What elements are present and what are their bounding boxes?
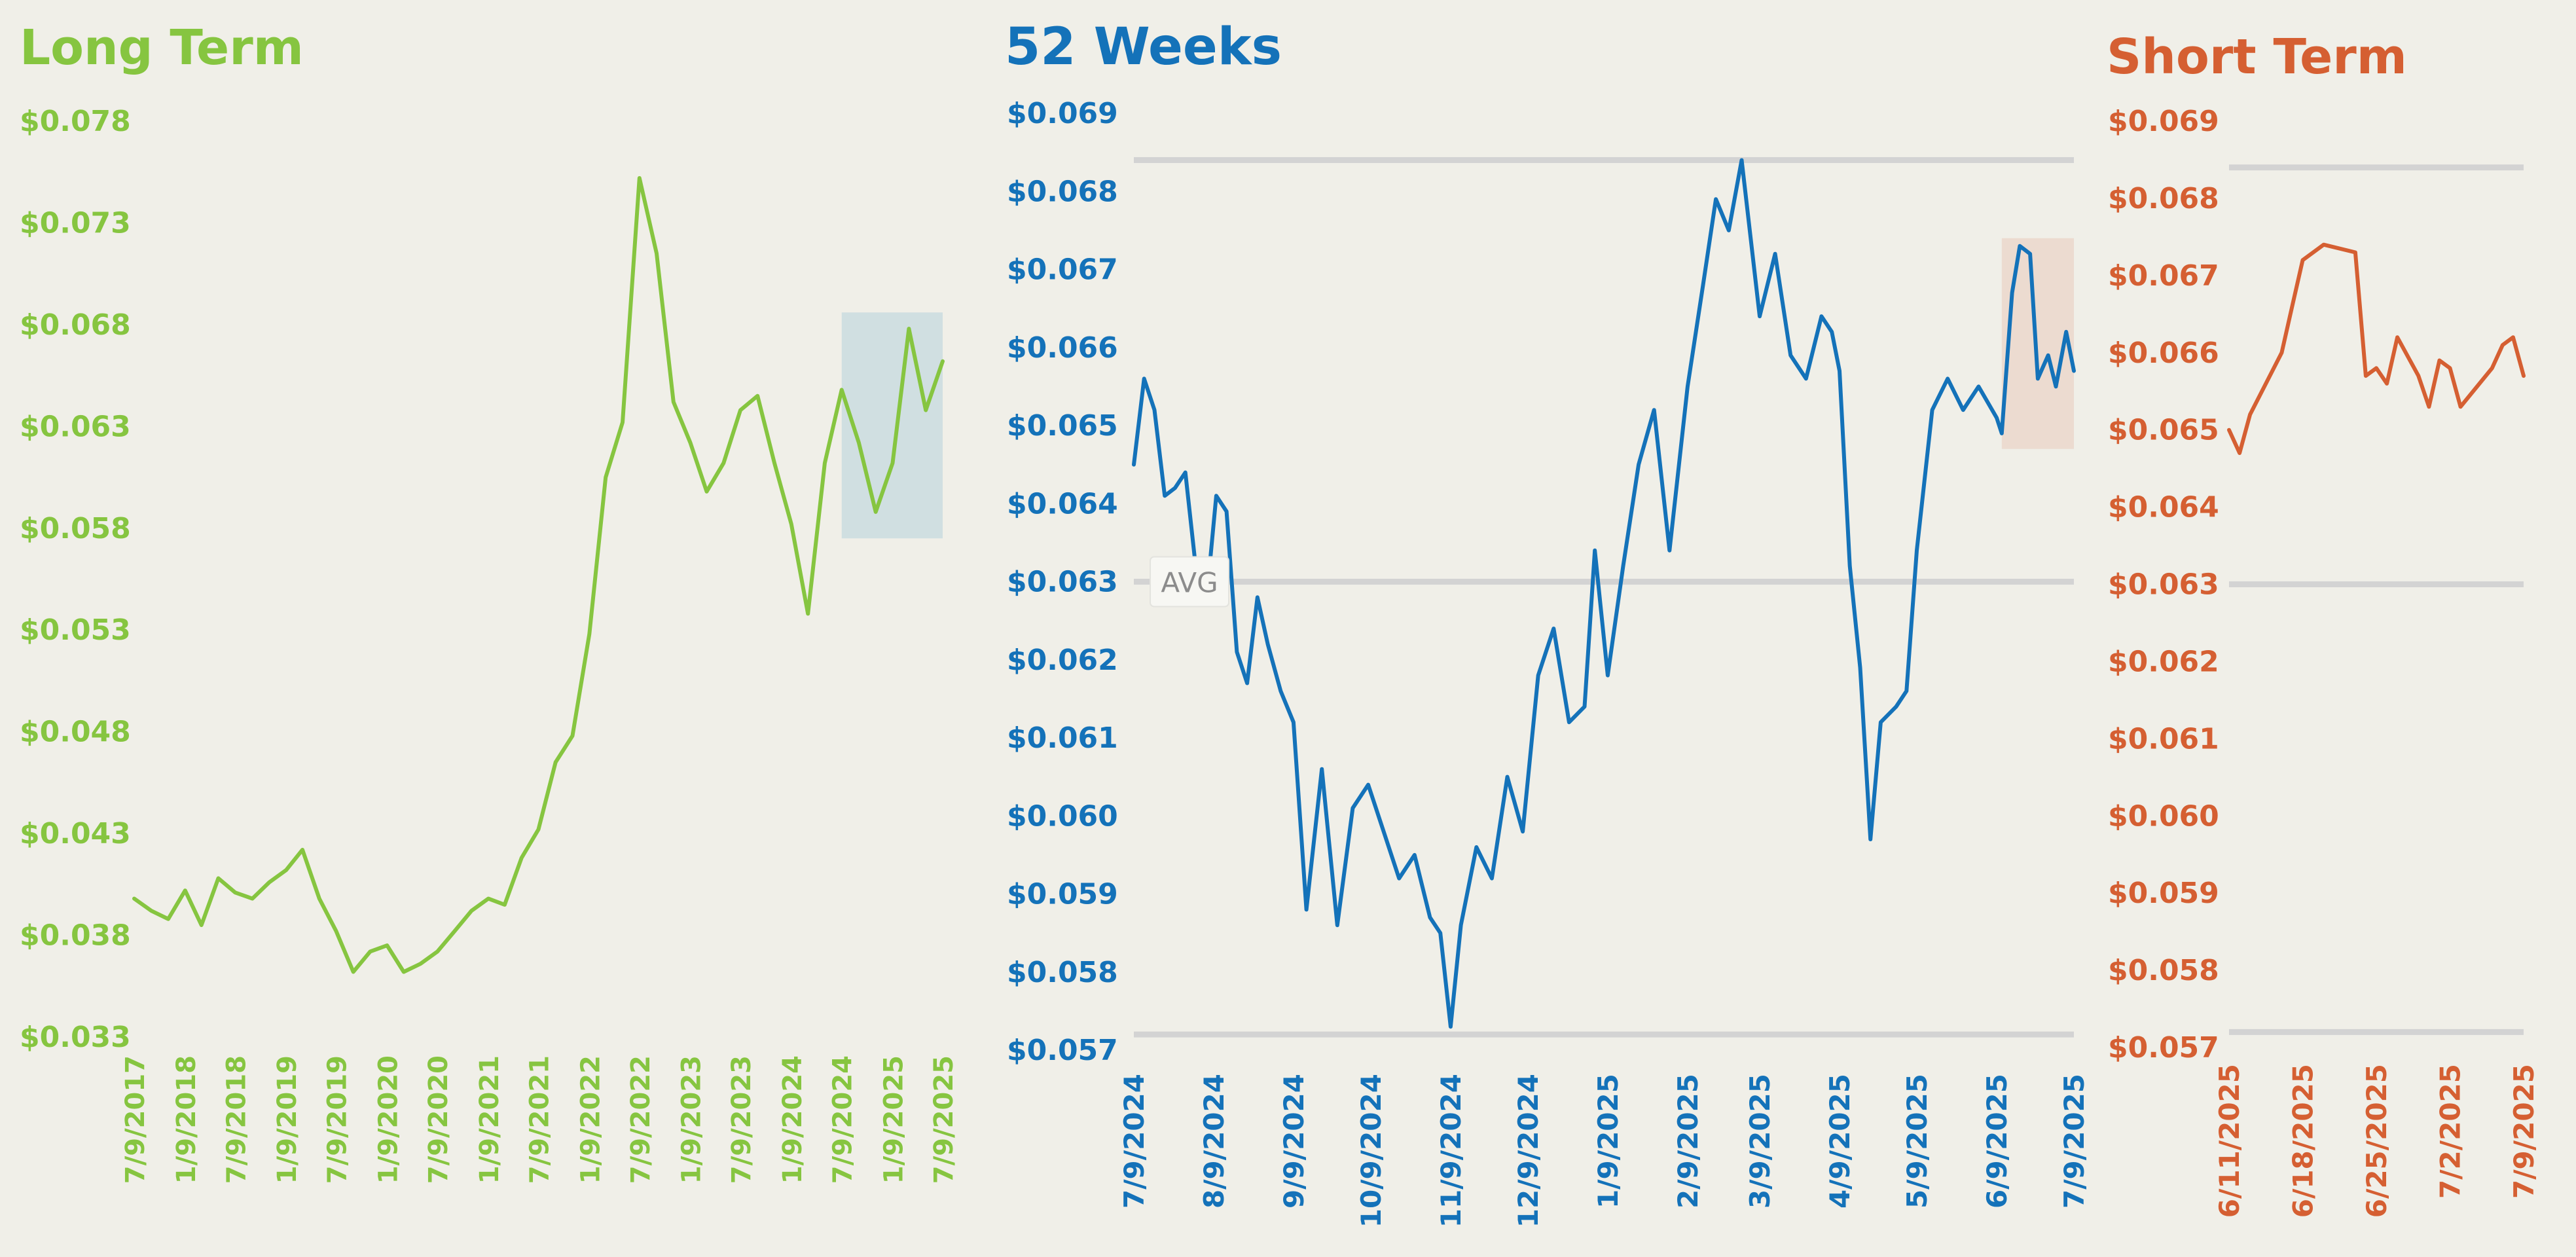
short-term-x-tick-label: 6/25/2025	[2361, 1064, 2393, 1218]
long-term-y-tick-label: $0.053	[20, 613, 131, 647]
52-weeks-x-tick-label: 7/9/2025	[2058, 1074, 2090, 1209]
long-term-x-tick-label: 7/9/2020	[424, 1055, 454, 1184]
short-term-y-tick-label: $0.063	[2108, 568, 2219, 602]
panel-background-short	[2101, 0, 2576, 1254]
52-weeks-x-tick-label: 4/9/2025	[1824, 1074, 1856, 1209]
52-weeks-x-tick-label: 6/9/2025	[1981, 1074, 2013, 1209]
short-term-y-tick-label: $0.061	[2108, 722, 2219, 756]
52-weeks-y-tick-label: $0.057	[1007, 1034, 1118, 1067]
52-weeks-x-tick-label: 3/9/2025	[1744, 1074, 1776, 1209]
panel-background-long	[0, 0, 989, 1254]
52-weeks-x-tick-label: 2/9/2025	[1672, 1074, 1704, 1209]
long-term-x-tick-label: 1/9/2023	[677, 1055, 707, 1184]
short-term-y-tick-label: $0.062	[2108, 645, 2219, 678]
short-term-y-tick-label: $0.064	[2108, 491, 2219, 524]
short-term-y-tick-label: $0.057	[2108, 1031, 2219, 1065]
long-term-y-tick-label: $0.073	[20, 206, 131, 240]
52-weeks-x-tick-label: 8/9/2024	[1198, 1074, 1230, 1209]
52-weeks-y-tick-label: $0.064	[1007, 487, 1118, 520]
52-weeks-x-tick-label: 11/9/2024	[1435, 1074, 1467, 1228]
52-weeks-y-tick-label: $0.065	[1007, 409, 1118, 443]
52-weeks-series-line	[1132, 158, 2076, 1029]
52-weeks-y-tick-label: $0.066	[1007, 331, 1118, 365]
long-term-chart: Long Term $0.078 $0.073 $0.068 $0.063 $0.058 $…	[20, 20, 959, 1184]
52-weeks-y-tick-label: $0.058	[1007, 956, 1118, 989]
short-term-y-tick-label: $0.066	[2108, 337, 2219, 370]
long-term-x-tick-label: 7/9/2021	[525, 1055, 555, 1184]
long-term-y-tick-label: $0.068	[20, 308, 131, 342]
short-term-x-tick-label: 6/18/2025	[2287, 1064, 2319, 1218]
short-term-y-tick-label: $0.060	[2108, 799, 2219, 833]
long-term-y-tick-label: $0.063	[20, 410, 131, 443]
long-term-x-tick-label: 1/9/2019	[272, 1055, 302, 1184]
52-weeks-y-tick-label: $0.068	[1007, 175, 1118, 208]
52-weeks-y-tick-label: $0.063	[1007, 566, 1118, 599]
52-weeks-x-tick-label: 7/9/2024	[1118, 1074, 1150, 1209]
long-term-x-tick-label: 1/9/2025	[879, 1055, 909, 1184]
short-term-y-tick-label: $0.059	[2108, 877, 2219, 910]
short-term-chart: Short Term $0.069 $0.068 $0.067 $0.066 $0.065…	[2107, 29, 2540, 1218]
52-weeks-avg-label-box	[1150, 556, 1229, 608]
long-term-x-tick-label: 1/9/2020	[373, 1055, 403, 1184]
short-term-series-line	[2227, 242, 2526, 455]
long-term-y-tick-label: $0.043	[20, 817, 131, 850]
long-term-y-tick-label: $0.038	[20, 919, 131, 953]
52-weeks-y-tick-label: $0.061	[1007, 721, 1118, 755]
long-term-series-line	[132, 176, 945, 974]
52-weeks-x-tick-label: 12/9/2024	[1512, 1074, 1544, 1228]
long-term-x-tick-label: 7/9/2024	[828, 1055, 858, 1184]
52-weeks-title: 52 Weeks	[1005, 18, 1282, 77]
52-weeks-x-tick-label: 9/9/2024	[1278, 1074, 1310, 1209]
short-term-title: Short Term	[2107, 29, 2407, 85]
52-weeks-x-tick-label: 1/9/2025	[1592, 1074, 1624, 1209]
52-weeks-y-tick-label: $0.062	[1007, 644, 1118, 677]
long-term-x-tick-label: 7/9/2017	[120, 1055, 151, 1184]
short-term-y-tick-label: $0.068	[2108, 182, 2219, 215]
52-weeks-y-tick-label: $0.067	[1007, 253, 1118, 287]
long-term-highlight-region	[841, 312, 943, 539]
long-term-x-tick-label: 1/9/2021	[475, 1055, 505, 1184]
52-weeks-x-tick-label: 5/9/2025	[1901, 1074, 1933, 1209]
52-weeks-y-tick-label: $0.060	[1007, 799, 1118, 833]
short-term-y-tick-label: $0.069	[2108, 105, 2219, 138]
long-term-x-tick-label: 7/9/2025	[929, 1055, 959, 1184]
short-term-y-tick-label: $0.065	[2108, 414, 2219, 447]
long-term-y-tick-label: $0.058	[20, 512, 131, 545]
short-term-y-tick-label: $0.067	[2108, 259, 2219, 293]
long-term-x-tick-label: 7/9/2023	[727, 1055, 757, 1184]
short-term-x-tick-label: 7/2/2025	[2435, 1064, 2467, 1199]
long-term-x-tick-label: 7/9/2019	[323, 1055, 353, 1184]
52-weeks-x-tick-label: 10/9/2024	[1355, 1074, 1387, 1228]
long-term-x-tick-label: 7/9/2018	[221, 1055, 251, 1184]
52-weeks-chart: AVG 52 Weeks $0.069 $0.068 $0.067 $0.066 $0.06…	[1005, 18, 2090, 1228]
short-term-x-tick-label: 7/9/2025	[2508, 1064, 2540, 1199]
long-term-x-tick-label: 1/9/2024	[778, 1055, 808, 1184]
short-term-x-tick-label: 6/11/2025	[2213, 1064, 2245, 1218]
long-term-y-tick-label: $0.078	[20, 105, 131, 138]
long-term-y-tick-label: $0.048	[20, 716, 131, 749]
long-term-x-tick-label: 1/9/2022	[575, 1055, 606, 1184]
long-term-title: Long Term	[20, 20, 304, 76]
long-term-x-tick-label: 7/9/2022	[626, 1055, 656, 1184]
short-term-y-tick-label: $0.058	[2108, 954, 2219, 987]
52-weeks-avg-label: AVG	[1161, 567, 1218, 599]
52-weeks-y-tick-label: $0.069	[1007, 97, 1118, 130]
52-weeks-y-tick-label: $0.059	[1007, 878, 1118, 911]
long-term-y-tick-label: $0.033	[20, 1021, 131, 1054]
long-term-x-tick-label: 1/9/2018	[172, 1055, 202, 1184]
